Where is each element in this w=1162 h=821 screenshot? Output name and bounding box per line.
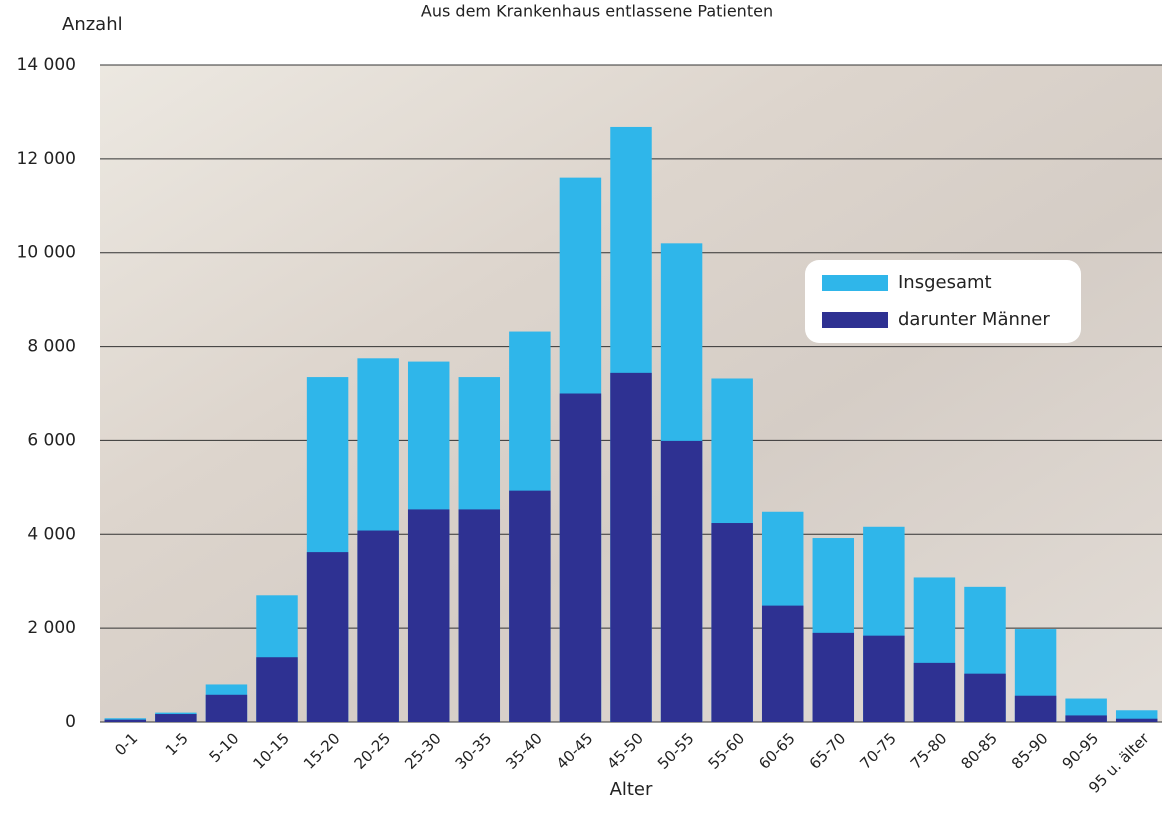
bar — [408, 509, 449, 722]
x-tick-label: 45-50 — [603, 729, 647, 773]
bar — [863, 636, 904, 722]
bar — [813, 633, 854, 722]
bar — [560, 394, 601, 723]
x-tick-label: 30-35 — [452, 729, 496, 773]
x-tick-label: 25-30 — [401, 729, 445, 773]
bar — [307, 552, 348, 722]
chart-title: Aus dem Krankenhaus entlassene Patienten — [421, 2, 773, 21]
y-tick-label: 8 000 — [27, 337, 76, 357]
x-tick-label: 20-25 — [351, 729, 395, 773]
y-tick-label: 10 000 — [17, 243, 76, 263]
bar — [1116, 719, 1157, 722]
x-tick-label: 1-5 — [162, 729, 192, 759]
y-tick-label: 0 — [65, 712, 76, 732]
x-tick-label: 85-90 — [1008, 729, 1052, 773]
y-tick-label: 2 000 — [27, 618, 76, 638]
x-tick-label: 50-55 — [654, 729, 698, 773]
bar — [914, 663, 955, 722]
bar — [459, 509, 500, 722]
x-tick-label: 40-45 — [553, 729, 597, 773]
x-tick-label: 35-40 — [502, 729, 546, 773]
x-tick-label: 5-10 — [206, 729, 243, 766]
y-tick-label: 14 000 — [17, 55, 76, 75]
chart: Aus dem Krankenhaus entlassene Patienten… — [0, 0, 1162, 821]
bar — [711, 523, 752, 722]
legend-label: Insgesamt — [898, 272, 992, 293]
bar — [256, 657, 297, 722]
x-tick-label: 90-95 — [1059, 729, 1103, 773]
bar — [610, 373, 651, 722]
bar — [762, 606, 803, 722]
x-axis-label: Alter — [610, 779, 653, 800]
y-axis-label: Anzahl — [62, 14, 123, 35]
bar — [509, 491, 550, 722]
x-tick-label: 55-60 — [705, 729, 749, 773]
y-tick-label: 6 000 — [27, 430, 76, 450]
x-tick-label: 60-65 — [755, 729, 799, 773]
legend-label: darunter Männer — [898, 309, 1050, 330]
x-tick-label: 65-70 — [806, 729, 850, 773]
x-tick-label: 0-1 — [111, 729, 141, 759]
bar — [1015, 696, 1056, 722]
bar — [661, 441, 702, 722]
bar — [357, 531, 398, 722]
x-tick-label: 75-80 — [907, 729, 951, 773]
x-tick-label: 15-20 — [300, 729, 344, 773]
bar — [206, 695, 247, 722]
x-tick-label: 70-75 — [856, 729, 900, 773]
bar — [964, 674, 1005, 722]
y-tick-label: 12 000 — [17, 149, 76, 169]
x-tick-label: 80-85 — [957, 729, 1001, 773]
bar — [155, 714, 196, 722]
legend-swatch — [822, 312, 888, 328]
bar — [105, 720, 146, 722]
x-tick-label: 10-15 — [249, 729, 293, 773]
bar — [1065, 715, 1106, 722]
y-tick-label: 4 000 — [27, 524, 76, 544]
legend-swatch — [822, 275, 888, 291]
